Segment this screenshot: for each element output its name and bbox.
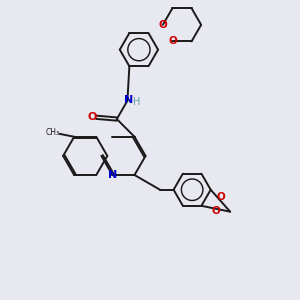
Text: O: O (158, 20, 167, 30)
Text: O: O (88, 112, 97, 122)
Text: O: O (168, 36, 177, 46)
Text: N: N (108, 170, 117, 180)
Text: N: N (124, 94, 133, 104)
Text: O: O (212, 206, 220, 216)
Text: CH₃: CH₃ (46, 128, 60, 137)
Text: O: O (217, 192, 225, 202)
Text: H: H (133, 97, 140, 107)
